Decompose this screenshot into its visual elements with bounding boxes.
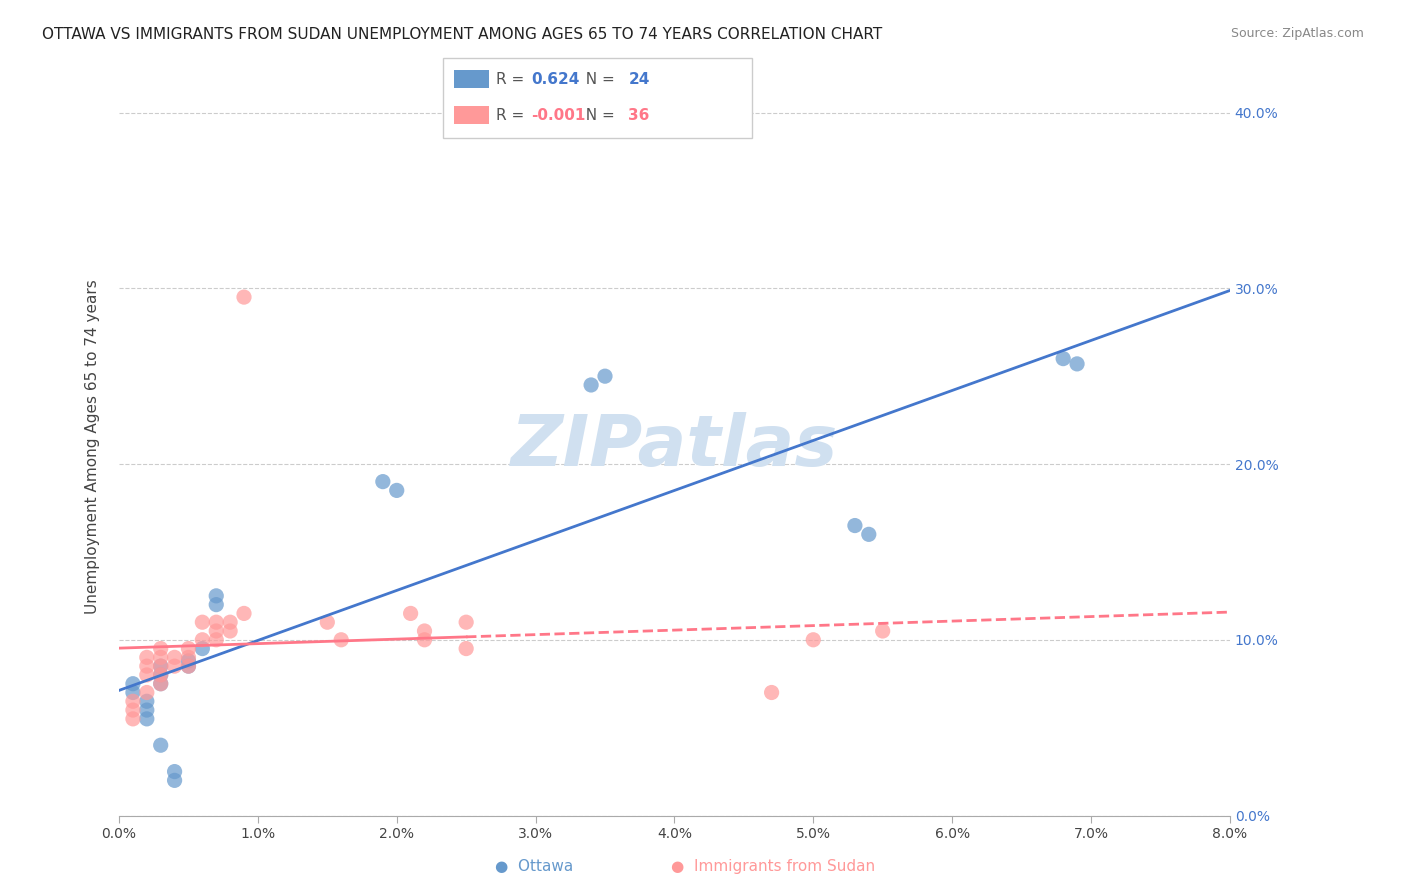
Point	[177, 641, 200, 656]
Text: 0.624: 0.624	[531, 72, 579, 87]
Point	[149, 676, 172, 690]
Point	[413, 632, 436, 647]
Point	[135, 668, 157, 682]
Point	[149, 641, 172, 656]
Point	[330, 632, 353, 647]
Text: OTTAWA VS IMMIGRANTS FROM SUDAN UNEMPLOYMENT AMONG AGES 65 TO 74 YEARS CORRELATI: OTTAWA VS IMMIGRANTS FROM SUDAN UNEMPLOY…	[42, 27, 883, 42]
Point	[135, 694, 157, 708]
Point	[456, 615, 478, 630]
Point	[371, 475, 394, 489]
Point	[135, 685, 157, 699]
Text: ●  Ottawa: ● Ottawa	[495, 859, 574, 874]
Text: 24: 24	[628, 72, 650, 87]
Point	[233, 607, 256, 621]
Y-axis label: Unemployment Among Ages 65 to 74 years: Unemployment Among Ages 65 to 74 years	[86, 279, 100, 614]
Text: ●  Immigrants from Sudan: ● Immigrants from Sudan	[671, 859, 876, 874]
Point	[135, 650, 157, 665]
Point	[205, 589, 228, 603]
Point	[163, 650, 186, 665]
Text: ZIPatlas: ZIPatlas	[510, 412, 838, 481]
Point	[163, 773, 186, 788]
Text: R =: R =	[496, 72, 530, 87]
Point	[219, 624, 242, 638]
Text: R =: R =	[496, 108, 530, 122]
Point	[177, 659, 200, 673]
Point	[122, 703, 145, 717]
Point	[801, 632, 824, 647]
Point	[177, 659, 200, 673]
Point	[177, 654, 200, 668]
Point	[149, 668, 172, 682]
Point	[385, 483, 408, 498]
Point	[135, 703, 157, 717]
Point	[122, 712, 145, 726]
Point	[149, 668, 172, 682]
Point	[163, 764, 186, 779]
Point	[135, 659, 157, 673]
Point	[191, 641, 214, 656]
Text: N =: N =	[576, 108, 620, 122]
Point	[316, 615, 339, 630]
Point	[844, 518, 866, 533]
Point	[219, 615, 242, 630]
Point	[205, 632, 228, 647]
Point	[205, 624, 228, 638]
Point	[135, 712, 157, 726]
Point	[205, 615, 228, 630]
Point	[593, 369, 616, 384]
Point	[122, 694, 145, 708]
Point	[872, 624, 894, 638]
Point	[149, 738, 172, 752]
Text: N =: N =	[576, 72, 620, 87]
Text: Source: ZipAtlas.com: Source: ZipAtlas.com	[1230, 27, 1364, 40]
Point	[149, 676, 172, 690]
Point	[1052, 351, 1074, 366]
Point	[579, 378, 602, 392]
Point	[399, 607, 422, 621]
Point	[149, 659, 172, 673]
Point	[761, 685, 783, 699]
Point	[456, 641, 478, 656]
Point	[163, 659, 186, 673]
Point	[149, 650, 172, 665]
Point	[1066, 357, 1088, 371]
Point	[233, 290, 256, 304]
Point	[413, 624, 436, 638]
Point	[191, 615, 214, 630]
Text: -0.001: -0.001	[531, 108, 586, 122]
Point	[122, 685, 145, 699]
Point	[177, 650, 200, 665]
Point	[122, 676, 145, 690]
Point	[191, 632, 214, 647]
Text: 36: 36	[628, 108, 650, 122]
Point	[205, 598, 228, 612]
Point	[149, 659, 172, 673]
Point	[858, 527, 880, 541]
